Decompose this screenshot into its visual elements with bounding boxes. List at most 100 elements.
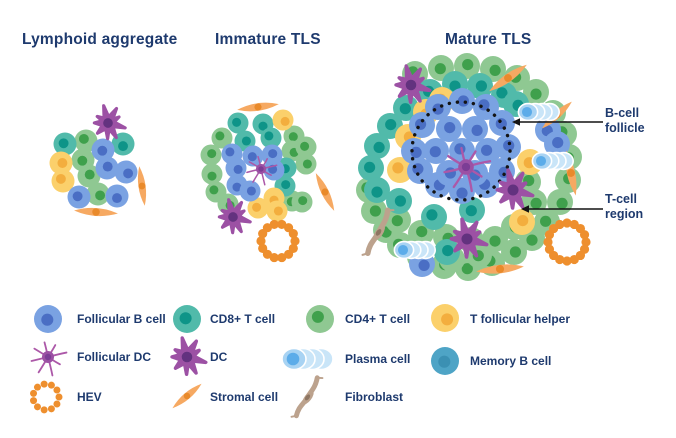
follicular-b-cell (489, 110, 515, 136)
fibroblast-cell (361, 207, 395, 257)
cd8-t-cell (364, 133, 390, 159)
follicular-b-cell (449, 88, 475, 114)
dc-cell (495, 168, 535, 210)
legend-label-stromal-cell: Stromal cell (210, 390, 279, 404)
cd8-t-cell (393, 95, 419, 121)
legend-icons (30, 304, 459, 419)
t-cell-region-label: T-cell region (605, 192, 644, 221)
cd8-t-cell (53, 132, 77, 156)
t-follicular-helper (247, 197, 269, 219)
legend-label-fibroblast: Fibroblast (345, 390, 404, 404)
t-follicular-helper (266, 200, 288, 222)
stromal-cell (172, 383, 202, 409)
legend-label-hev: HEV (77, 390, 102, 404)
b-cell-follicle-label: B-cell follicle (605, 106, 645, 135)
b-cell-follicle-outline (410, 100, 512, 202)
cd4-t-cell (201, 163, 223, 185)
panel-title-mature-tls: Mature TLS (445, 31, 532, 48)
dc-cell (92, 104, 127, 141)
plasma-cell (517, 102, 561, 122)
cd8-t-cell (260, 127, 282, 149)
cd4-t-cell (482, 226, 508, 252)
t-follicular-helper (387, 157, 413, 183)
follicular-b-cell (462, 116, 488, 142)
cd8-t-cell (386, 188, 412, 214)
hev (256, 219, 300, 263)
cd4-t-cell (385, 207, 411, 233)
cd4-t-cell (86, 182, 110, 206)
legend-label-follicular-dc: Follicular DC (77, 350, 152, 364)
legend-label-cd8-t-cell: CD8+ T cell (210, 312, 276, 326)
cd4-t-cell (291, 191, 313, 213)
cd4-t-cell (211, 127, 233, 149)
cluster-aggregate (49, 104, 147, 217)
t-follicular-helper (431, 304, 459, 332)
stromal-cell (237, 102, 279, 112)
follicular-b-cell (263, 159, 285, 181)
dc-cell (394, 64, 432, 104)
follicular-b-cell (436, 116, 462, 142)
follicular-b-cell (34, 305, 62, 333)
cd8-t-cell (434, 239, 460, 265)
hev (30, 380, 63, 414)
cd8-t-cell (364, 177, 390, 203)
hev (543, 218, 591, 266)
panel-title-immature-tls: Immature TLS (215, 31, 321, 48)
t-cell-region-arrow (521, 205, 603, 213)
legend-label-follicular-b-cell: Follicular B cell (77, 312, 166, 326)
plasma-cell (393, 240, 437, 260)
follicular-b-cell (242, 145, 264, 167)
cd4-t-cell (295, 136, 317, 158)
cluster-mature (356, 53, 591, 281)
t-follicular-helper (509, 209, 535, 235)
stromal-cell (476, 264, 524, 274)
cluster-immature (200, 102, 335, 263)
plasma-cell (531, 151, 575, 171)
stromal-cell (137, 166, 147, 206)
cd8-t-cell (173, 305, 201, 333)
follicular-b-cell (495, 134, 521, 160)
memory-b-cell (431, 347, 459, 375)
follicular-b-cell (544, 131, 570, 157)
legend-label-dc: DC (210, 350, 228, 364)
legend-label-plasma-cell: Plasma cell (345, 352, 411, 366)
legend-label-t-follicular-helper: T follicular helper (470, 312, 571, 326)
follicular-dc-cell (443, 146, 492, 193)
follicular-dc-cell (246, 155, 278, 186)
cd8-t-cell (467, 73, 493, 99)
cd4-t-cell (501, 239, 527, 265)
cd4-t-cell (77, 164, 101, 188)
follicular-b-cell (239, 180, 261, 202)
t-follicular-helper (49, 151, 73, 175)
cd4-t-cell (306, 305, 334, 333)
dc-cell (449, 217, 489, 259)
follicular-b-cell (401, 138, 427, 164)
cd4-t-cell (200, 144, 222, 166)
legend-label-cd4-t-cell: CD4+ T cell (345, 312, 411, 326)
cd8-t-cell (358, 155, 384, 181)
follicular-b-cell (423, 138, 449, 164)
t-follicular-helper (272, 109, 294, 131)
follicular-b-cell (91, 138, 115, 162)
panel-title-lymphoid-aggregate: Lymphoid aggregate (22, 31, 178, 48)
stromal-cell (74, 207, 118, 217)
cd4-t-cell (74, 129, 98, 153)
cd4-t-cell (295, 153, 317, 175)
cd8-t-cell (227, 112, 249, 134)
stromal-cell (315, 173, 335, 211)
dc-cell (170, 336, 208, 376)
plasma-cell (281, 347, 334, 371)
follicular-b-cell (105, 184, 129, 208)
dc-cell (217, 198, 252, 235)
follicular-b-cell (114, 160, 138, 184)
stromal-cell (489, 64, 527, 92)
follicular-b-cell (475, 138, 501, 164)
fibroblast-cell (290, 375, 324, 419)
cd8-t-cell (421, 204, 447, 230)
legend-label-memory-b-cell: Memory B cell (470, 354, 552, 368)
t-follicular-helper (51, 169, 75, 193)
follicular-dc-cell (30, 341, 68, 377)
cd4-t-cell (361, 198, 387, 224)
